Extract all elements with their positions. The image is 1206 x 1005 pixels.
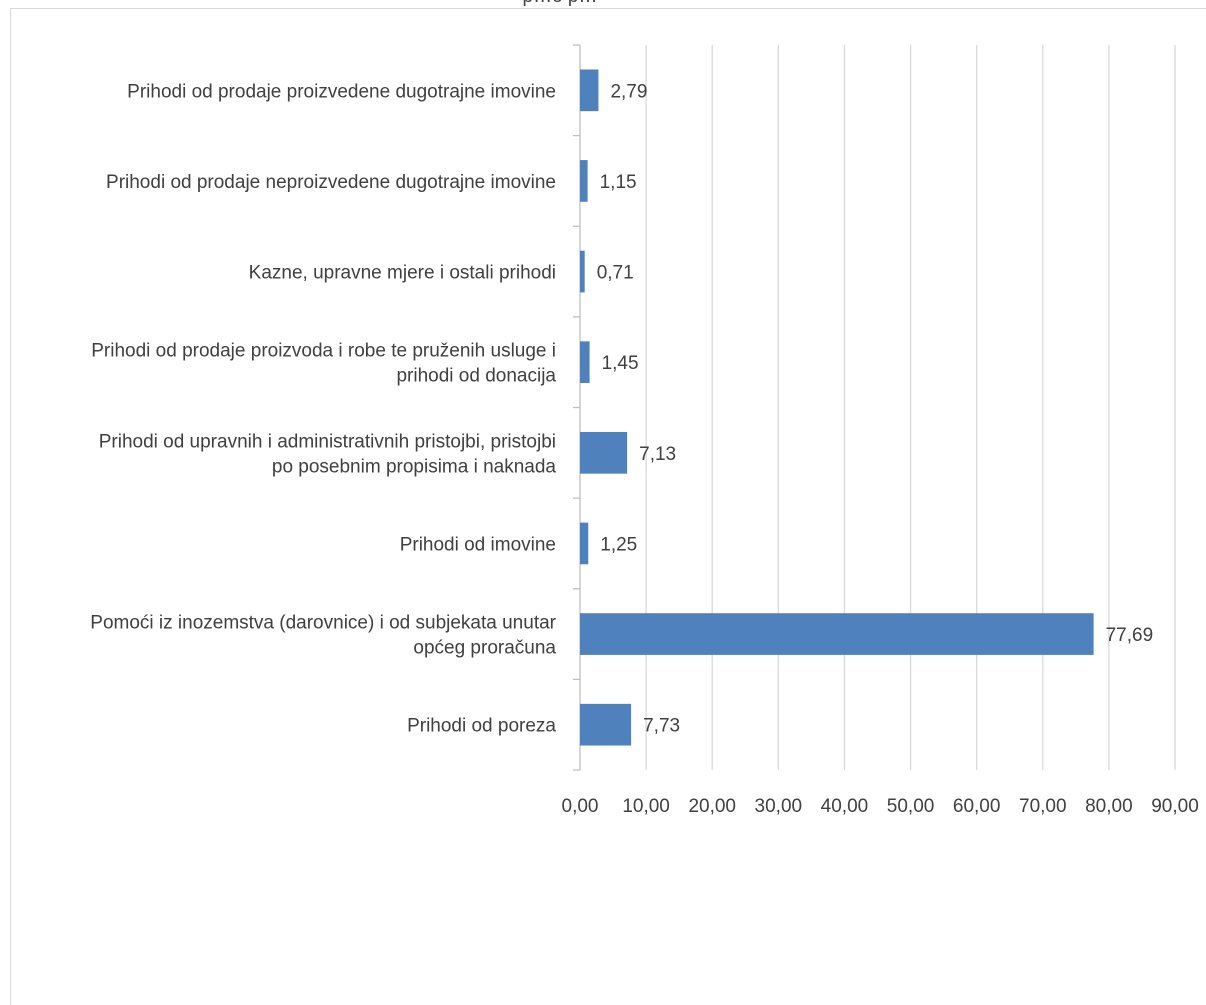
category-label-0: Prihodi od prodaje proizvedene dugotrajn… <box>127 81 556 102</box>
category-label-line: Prihodi od imovine <box>400 534 556 555</box>
category-label-line: Prihodi od upravnih i administrativnih p… <box>99 431 556 452</box>
bar-5 <box>580 522 589 565</box>
category-label-line: općeg proračuna <box>413 638 556 659</box>
x-tick-label-6: 60,00 <box>953 796 1001 817</box>
bar-1 <box>580 160 588 202</box>
x-tick-label-0: 0,00 <box>562 796 599 817</box>
x-tick-label-9: 90,00 <box>1151 796 1199 817</box>
category-label-line: Prihodi od prodaje proizvedene dugotrajn… <box>127 81 556 102</box>
category-label-line: po posebnim propisima i naknada <box>272 456 557 477</box>
x-tick-label-8: 80,00 <box>1085 796 1133 817</box>
category-label-2: Kazne, upravne mjere i ostali prihodi <box>249 263 556 284</box>
bar-4 <box>580 431 628 474</box>
category-label-line: Pomoći iz inozemstva (darovnice) i od su… <box>90 613 556 634</box>
category-label-5: Prihodi od imovine <box>400 534 556 555</box>
data-label-5: 1,25 <box>600 534 637 555</box>
category-label-1: Prihodi od prodaje neproizvedene dugotra… <box>106 172 556 193</box>
x-tick-label-2: 20,00 <box>688 796 736 817</box>
bar-0 <box>580 69 599 112</box>
data-label-6: 77,69 <box>1106 625 1154 646</box>
data-label-4: 7,13 <box>639 444 676 465</box>
x-tick-label-7: 70,00 <box>1019 796 1067 817</box>
chart-border <box>10 8 1206 1005</box>
category-label-line: prihodi od donacija <box>396 366 556 387</box>
data-label-7: 7,73 <box>643 716 680 737</box>
top-text: p…o p… <box>523 0 598 7</box>
bar-2 <box>580 250 585 293</box>
bar-3 <box>580 341 590 384</box>
bar-7 <box>580 703 632 746</box>
bar-6 <box>580 613 1094 655</box>
category-label-4: Prihodi od upravnih i administrativnih p… <box>99 431 557 477</box>
x-tick-label-5: 50,00 <box>887 796 935 817</box>
category-label-line: Kazne, upravne mjere i ostali prihodi <box>249 263 556 284</box>
data-label-0: 2,79 <box>610 81 647 102</box>
data-label-3: 1,45 <box>602 353 639 374</box>
category-label-6: Pomoći iz inozemstva (darovnice) i od su… <box>90 613 556 659</box>
x-tick-label-1: 10,00 <box>622 796 670 817</box>
x-tick-label-4: 40,00 <box>821 796 869 817</box>
category-label-line: Prihodi od prodaje proizvoda i robe te p… <box>91 341 556 362</box>
category-label-line: Prihodi od prodaje neproizvedene dugotra… <box>106 172 556 193</box>
data-label-2: 0,71 <box>597 263 634 284</box>
data-label-1: 1,15 <box>600 172 637 193</box>
x-tick-label-3: 30,00 <box>755 796 803 817</box>
category-label-line: Prihodi od poreza <box>407 716 556 737</box>
category-label-3: Prihodi od prodaje proizvoda i robe te p… <box>91 341 556 387</box>
category-label-7: Prihodi od poreza <box>407 716 556 737</box>
